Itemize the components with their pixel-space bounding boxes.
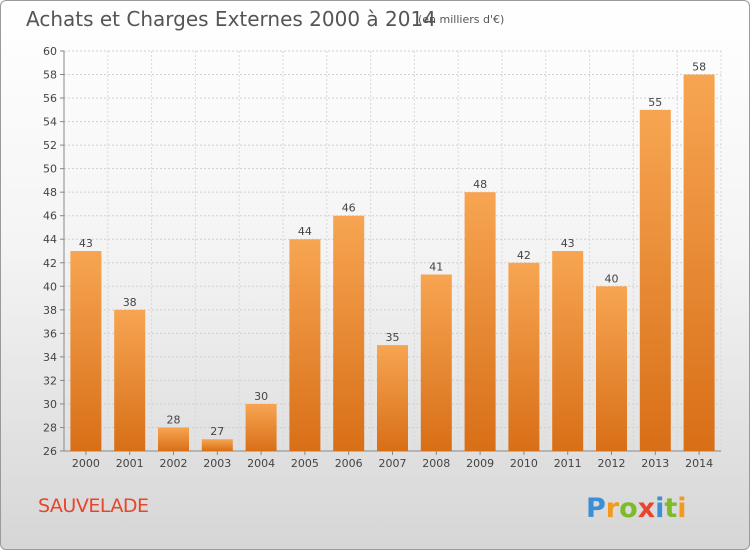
y-tick-label: 60 [43,45,57,58]
bar [683,74,715,451]
data-label: 41 [429,261,443,274]
y-tick-label: 34 [43,351,57,364]
data-label: 28 [167,413,181,426]
x-tick-label: 2013 [641,457,669,470]
x-tick-label: 2008 [422,457,450,470]
data-label: 27 [210,425,224,438]
bars [70,74,715,452]
y-tick-label: 56 [43,92,57,105]
y-tick-label: 40 [43,280,57,293]
x-tick-label: 2009 [466,457,494,470]
y-tick-label: 42 [43,257,57,270]
data-label: 43 [561,237,575,250]
x-tick-label: 2001 [116,457,144,470]
x-tick-label: 2005 [291,457,319,470]
data-label: 38 [123,296,137,309]
svg-text:Proxiti: Proxiti [586,493,687,524]
y-tick-label: 26 [43,445,57,458]
bar [464,192,496,452]
y-tick-label: 30 [43,398,57,411]
data-label: 46 [342,202,356,215]
y-tick-label: 28 [43,421,57,434]
bar [508,262,540,451]
x-tick-label: 2007 [379,457,407,470]
proxiti-logo: Proxiti [586,493,687,524]
chart-title: Achats et Charges Externes 2000 à 2014 [26,7,436,31]
y-tick-label: 36 [43,327,57,340]
data-label: 30 [254,390,268,403]
bar [420,274,452,451]
data-label: 43 [79,237,93,250]
x-tick-label: 2006 [335,457,363,470]
bar [158,427,189,451]
y-tick-label: 54 [43,116,57,129]
data-label: 58 [692,61,706,74]
commune-name: SAUVELADE [38,495,149,517]
y-tick-label: 48 [43,186,57,199]
y-tick-label: 38 [43,304,57,317]
bar [289,239,321,451]
x-tick-label: 2010 [510,457,538,470]
bar [639,109,671,451]
bar [552,251,584,451]
x-tick-label: 2002 [160,457,188,470]
bar [333,215,365,451]
x-tick-label: 2012 [598,457,626,470]
y-tick-label: 50 [43,163,57,176]
y-tick-label: 44 [43,233,57,246]
x-tick-label: 2003 [203,457,231,470]
data-label: 55 [648,96,662,109]
y-tick-label: 46 [43,210,57,223]
data-labels: 43 38 28 27 30 44 46 35 41 48 42 43 40 55 58 [79,61,706,439]
y-tick-label: 52 [43,139,57,152]
y-tick-label: 58 [43,69,57,82]
x-tick-label: 2000 [72,457,100,470]
data-label: 40 [605,272,619,285]
data-label: 48 [473,178,487,191]
data-label: 44 [298,225,312,238]
y-tick-label: 32 [43,374,57,387]
data-label: 35 [386,331,400,344]
bar [377,345,408,451]
x-tick-label: 2004 [247,457,275,470]
bar [596,286,627,451]
bar [201,439,233,451]
chart-subtitle: (en milliers d'€) [418,13,505,26]
bar [245,403,277,451]
data-label: 42 [517,249,531,262]
x-tick-label: 2011 [554,457,582,470]
bar [70,251,102,451]
x-tick-label: 2014 [685,457,713,470]
bar [114,309,146,451]
